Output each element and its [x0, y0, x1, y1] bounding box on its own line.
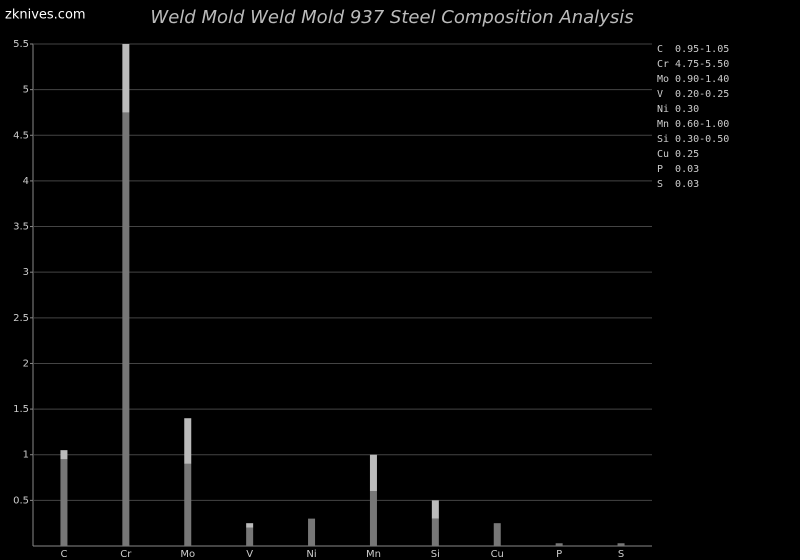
bar	[617, 543, 625, 546]
bar-range	[184, 418, 192, 464]
bar	[308, 518, 316, 546]
composition-label: Mn 0.60-1.00	[657, 119, 729, 130]
composition-label: Si 0.30-0.50	[657, 134, 729, 145]
y-tick-label: 1	[23, 450, 29, 461]
bar-range	[122, 44, 130, 113]
y-tick-label: 4	[23, 176, 29, 187]
bar-range	[60, 450, 68, 460]
x-tick-label: P	[556, 549, 562, 560]
bar-base	[369, 491, 377, 546]
x-tick-label: Mn	[366, 549, 381, 560]
x-tick-label: Cu	[491, 549, 504, 560]
composition-label: Cr 4.75-5.50	[657, 59, 729, 70]
y-tick-label: 5.5	[13, 39, 29, 50]
x-tick-label: Cr	[120, 549, 132, 560]
y-tick-label: 5	[23, 85, 29, 96]
x-tick-label: Si	[431, 549, 440, 560]
bar-base	[122, 112, 130, 547]
composition-label: P 0.03	[657, 164, 699, 175]
bar-base	[60, 459, 68, 546]
composition-label: S 0.03	[657, 179, 699, 190]
composition-label: Cu 0.25	[657, 149, 699, 160]
x-tick-label: V	[246, 549, 253, 560]
x-tick-label: Ni	[306, 549, 316, 560]
y-tick-label: 4.5	[13, 130, 29, 141]
composition-label: Mo 0.90-1.40	[657, 74, 729, 85]
chart-title: Weld Mold Weld Mold 937 Steel Compositio…	[150, 7, 633, 28]
composition-label: C 0.95-1.05	[657, 44, 729, 55]
bar	[493, 523, 501, 546]
bar-range	[246, 523, 254, 528]
composition-label: V 0.20-0.25	[657, 89, 729, 100]
x-tick-label: Mo	[180, 549, 195, 560]
bar-range	[431, 500, 439, 519]
composition-label: Ni 0.30	[657, 104, 699, 115]
y-tick-label: 0.5	[13, 495, 29, 506]
bar-base	[184, 463, 192, 546]
y-tick-label: 3.5	[13, 222, 29, 233]
bar	[555, 543, 563, 546]
y-tick-label: 1.5	[13, 404, 29, 415]
y-tick-label: 2	[23, 358, 29, 369]
bar-base	[246, 527, 254, 546]
bar-range	[369, 454, 377, 492]
x-tick-label: C	[60, 549, 67, 560]
bar-base	[431, 518, 439, 546]
y-tick-label: 2.5	[13, 313, 29, 324]
watermark: zknives.com	[5, 8, 86, 23]
x-tick-label: S	[618, 549, 624, 560]
y-tick-label: 3	[23, 267, 29, 278]
